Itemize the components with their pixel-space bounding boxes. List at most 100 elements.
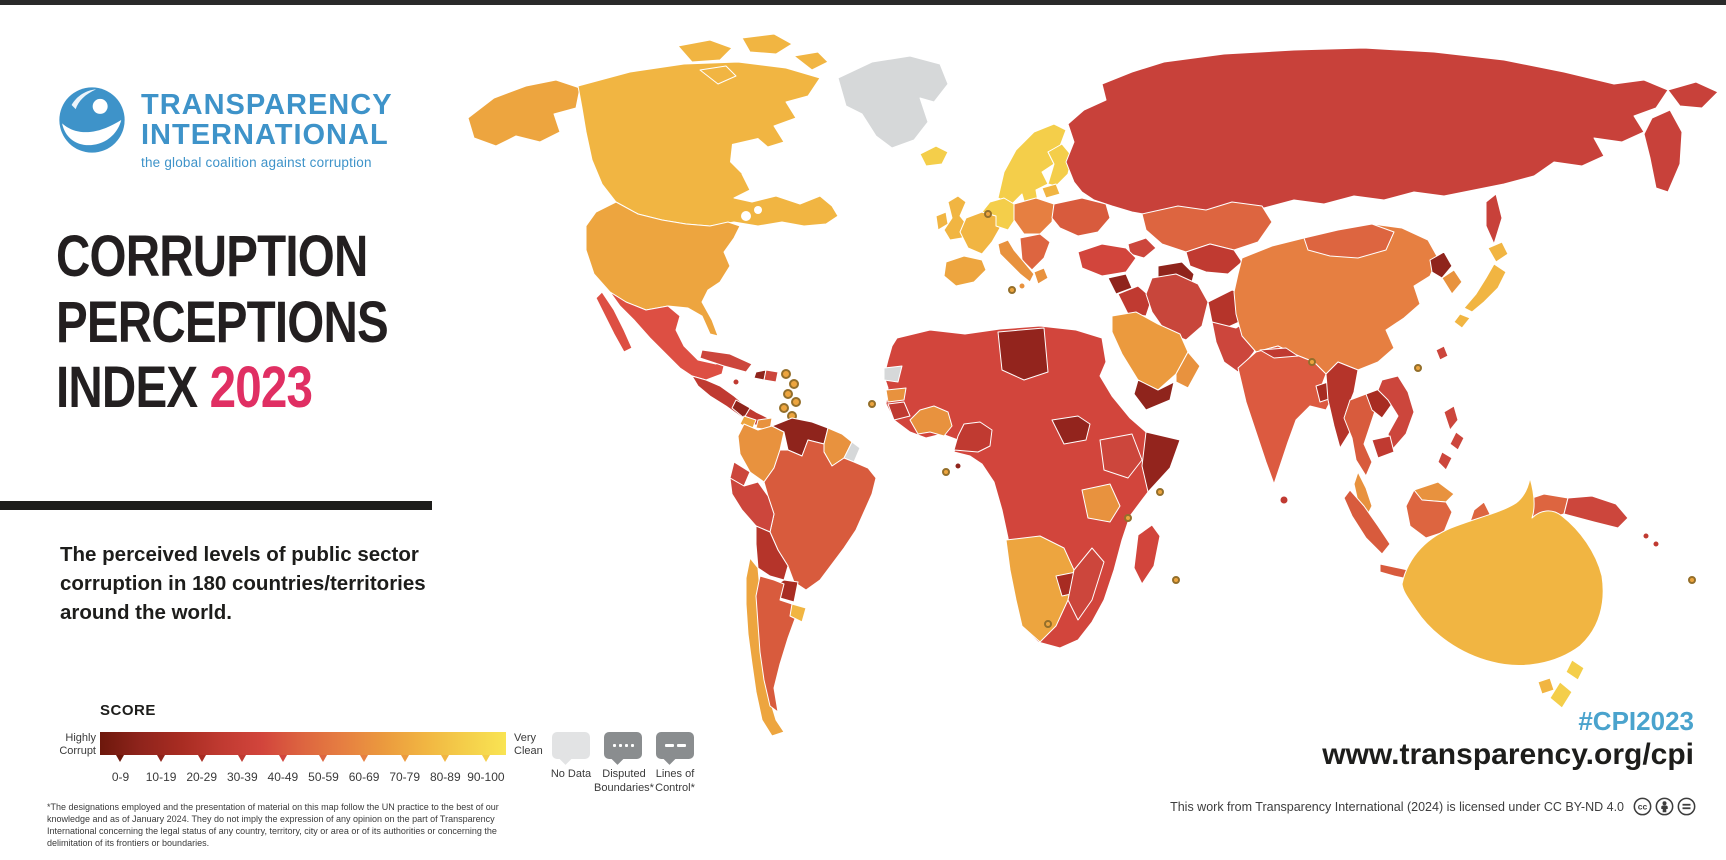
map-marker-sao-tome: [942, 468, 950, 476]
map-region-guinea: [887, 401, 911, 421]
cc-license-icons: cc: [1633, 797, 1696, 816]
map-region-nigeria: [953, 421, 993, 453]
map-marker-lesotho: [1044, 620, 1052, 628]
brand-name-line2: INTERNATIONAL: [141, 119, 389, 152]
map-region-mongolia: [1303, 223, 1395, 259]
map-region-iberia: [943, 255, 987, 287]
map-marker-caribbean-state: [789, 379, 799, 389]
map-region-equatorial-guinea: [954, 462, 962, 470]
map-region-russia: [1065, 47, 1669, 217]
svg-text:cc: cc: [1638, 802, 1648, 812]
cc-nd-no-derivatives-icon: [1677, 797, 1696, 816]
map-marker-malta: [1008, 286, 1016, 294]
divider-rule: [0, 501, 432, 510]
map-region-mozambique: [1067, 547, 1105, 621]
map-region-canada-arctic-island: [699, 65, 737, 85]
website-url[interactable]: www.transparency.org/cpi: [1322, 738, 1694, 771]
brand-name: TRANSPARENCY INTERNATIONAL: [141, 90, 393, 150]
map-region-alaska: [467, 79, 581, 147]
title-year: 2023: [209, 355, 313, 421]
score-tick: [441, 755, 450, 762]
map-region-south-korea: [1441, 269, 1463, 295]
map-region-cambodia: [1371, 435, 1395, 459]
map-region-south-sudan: [1051, 415, 1091, 445]
map-region-africa: [883, 325, 1181, 649]
map-region-central-asia: [1185, 243, 1243, 275]
score-tick: [319, 755, 328, 762]
score-range-label: 0-9: [111, 770, 130, 784]
map-region-australia: [1401, 477, 1604, 666]
map-region-india: [1237, 345, 1333, 485]
top-border-bar: [0, 0, 1726, 5]
score-range-label: 40-49: [267, 770, 299, 784]
disputed-boundaries-swatch: [604, 732, 642, 765]
map-marker-comoros: [1124, 514, 1132, 522]
map-region-north-korea: [1429, 251, 1453, 279]
map-region-west-africa: [909, 405, 953, 437]
dotted-line-icon: [604, 732, 642, 759]
map-region-ethiopia: [1099, 433, 1143, 479]
score-left-label: Highly Corrupt: [59, 732, 96, 758]
map-region-cuba: [699, 349, 753, 373]
map-region-iceland: [919, 145, 949, 167]
map-region-chukotka: [1667, 81, 1719, 109]
map-description: The perceived levels of public sector co…: [60, 543, 426, 625]
map-region-canada: [577, 61, 839, 227]
map-marker-caribbean-state: [781, 369, 791, 379]
lines-of-control-swatch: [656, 732, 694, 765]
title-line3: INDEX 2023: [56, 355, 313, 421]
map-marker-caribbean-state: [779, 403, 789, 413]
map-region-kazakhstan: [1141, 201, 1273, 253]
map-region-ireland: [935, 211, 949, 231]
map-region-tasmania: [1537, 677, 1555, 695]
campaign-hashtag: #CPI2023: [1578, 706, 1694, 736]
cc-by-attribution-icon: [1655, 797, 1674, 816]
title-line1: CORRUPTION: [56, 224, 368, 289]
score-tick: [238, 755, 247, 762]
map-marker-caribbean-state: [783, 389, 793, 399]
score-range-label: 60-69: [348, 770, 380, 784]
score-tick: [359, 755, 368, 762]
no-data-label: No Data: [550, 768, 592, 780]
score-legend-heading: SCORE: [100, 702, 156, 719]
map-region-greece: [1033, 267, 1049, 285]
score-range-label: 70-79: [389, 770, 421, 784]
score-tick: [400, 755, 409, 762]
score-tick: [116, 755, 125, 762]
map-marker-hong-kong: [1414, 364, 1422, 372]
map-region-italy: [997, 239, 1035, 283]
map-region-dominican-republic: [763, 369, 779, 383]
map-region-philippines: [1449, 431, 1465, 451]
great-lakes: [741, 211, 751, 221]
map-region-uruguay: [789, 603, 807, 623]
map-region-iran: [1145, 273, 1209, 341]
map-marker-caribbean-state: [791, 397, 801, 407]
map-region-new-zealand-south: [1549, 681, 1573, 709]
score-range-label: 30-39: [226, 770, 258, 784]
map-region-france: [959, 211, 1001, 255]
map-region-ukraine: [1051, 197, 1111, 237]
license-line: This work from Transparency Internationa…: [1170, 797, 1696, 816]
map-region-japan-hokkaido: [1487, 241, 1509, 263]
map-region-nepal: [1259, 347, 1299, 359]
map-region-peru: [729, 477, 775, 533]
map-region-tanzania: [1081, 483, 1121, 523]
transparency-international-logo-icon: [59, 87, 125, 153]
disputed-boundaries-label: Disputed Boundaries*: [594, 768, 654, 794]
map-region-sumatra: [1343, 489, 1391, 555]
dashed-line-icon: [656, 732, 694, 759]
license-text: This work from Transparency Internationa…: [1170, 799, 1624, 814]
map-region-papua-new-guinea: [1563, 495, 1629, 529]
map-region-kamchatka: [1643, 109, 1683, 193]
score-gradient-bar: [100, 732, 506, 755]
map-region-bolivia: [755, 525, 789, 581]
brand-block: TRANSPARENCY INTERNATIONAL the global co…: [58, 86, 393, 170]
map-region-usa: [585, 201, 741, 337]
map-region-argentina: [755, 575, 797, 713]
map-region-philippines: [1443, 405, 1459, 431]
map-region-new-zealand-north: [1565, 659, 1585, 681]
map-region-libya: [997, 327, 1049, 381]
brand-tagline: the global coalition against corruption: [141, 155, 372, 171]
map-region-canada-arctic-island: [741, 33, 793, 55]
